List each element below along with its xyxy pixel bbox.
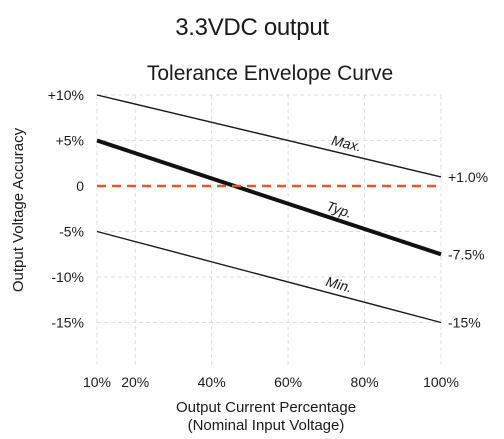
series-end-value-label: -7.5% <box>448 246 485 262</box>
series-line-max <box>96 94 442 178</box>
series-lines <box>96 94 442 324</box>
x-axis-ticks: 10% 20% 40% 60% 80% 100% <box>83 374 459 390</box>
series-end-value-label: -15% <box>448 315 481 331</box>
y-tick-label: -15% <box>51 315 84 331</box>
series-name-label: Max. <box>330 132 363 155</box>
x-tick-label: 40% <box>198 374 226 390</box>
y-tick-label: 0 <box>76 178 84 194</box>
y-tick-label: -10% <box>51 269 84 285</box>
series-end-value-label: +1.0% <box>448 169 488 185</box>
x-axis-title-line2: (Nominal Input Voltage) <box>188 417 345 434</box>
x-tick-label: 100% <box>423 374 459 390</box>
series-name-label: Typ. <box>324 198 354 221</box>
y-tick-label: -5% <box>59 224 84 240</box>
x-tick-label: 60% <box>274 374 302 390</box>
series-name-label: Min. <box>324 273 354 295</box>
x-tick-label: 10% <box>83 374 111 390</box>
x-tick-label: 80% <box>351 374 379 390</box>
series-line-min <box>96 230 442 324</box>
x-tick-label: 20% <box>121 374 149 390</box>
x-axis-title: Output Current Percentage <box>176 399 356 416</box>
y-axis-ticks: +10% +5% 0 -5% -10% -15% <box>48 87 84 331</box>
series-line-typ <box>96 138 442 257</box>
y-axis-title: Output Voltage Accuracy <box>10 127 27 292</box>
chart-title: 3.3VDC output <box>175 14 329 41</box>
y-tick-label: +10% <box>48 87 84 103</box>
chart-subtitle: Tolerance Envelope Curve <box>147 62 393 85</box>
y-tick-label: +5% <box>56 133 84 149</box>
series-labels: Max. +1.0% Typ. -7.5% Min. -15% <box>324 132 488 330</box>
